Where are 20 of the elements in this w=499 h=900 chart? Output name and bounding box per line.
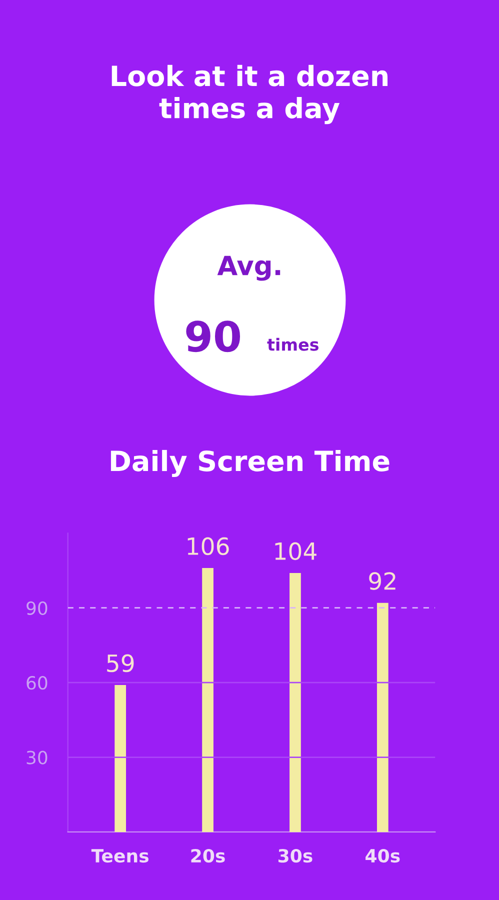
text: times <box>267 338 318 351</box>
y-tick-label: 90 <box>26 601 48 615</box>
y-tick-label: 60 <box>26 676 48 690</box>
data-label: 106 <box>188 537 229 556</box>
bar <box>376 602 388 832</box>
text: Avg. <box>217 256 280 281</box>
x-tick-label: 30s <box>278 848 312 863</box>
bar <box>114 685 126 832</box>
x-tick-label: 20s <box>191 848 225 863</box>
data-label: 92 <box>369 572 396 590</box>
y-tick-label: 30 <box>26 750 48 764</box>
bar <box>202 568 214 832</box>
chart-title: Look at it a dozen times a day <box>112 64 388 124</box>
data-label: 59 <box>107 654 134 672</box>
x-tick-label: Teens <box>91 849 148 863</box>
text: 90 <box>186 320 240 352</box>
bar <box>290 573 301 832</box>
data-label: 104 <box>275 542 316 560</box>
x-tick-label: 40s <box>366 848 400 863</box>
chart-subtitle: Daily Screen Time <box>110 450 390 478</box>
